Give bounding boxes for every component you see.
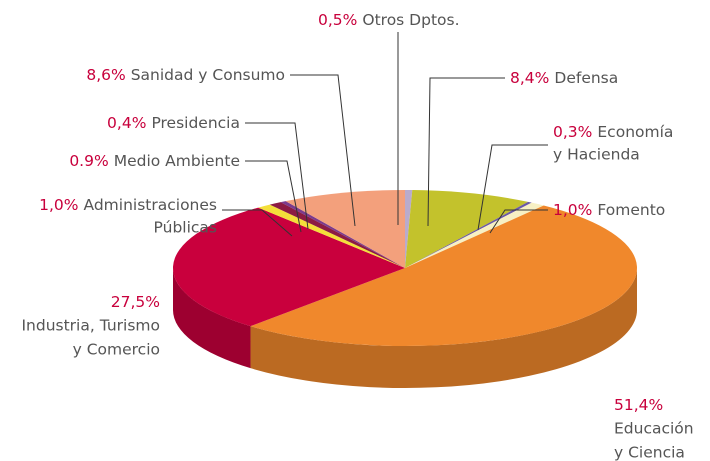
category-label: Administraciones: [84, 196, 217, 214]
slice: [405, 190, 413, 268]
slice: [405, 202, 544, 268]
category-label: Defensa: [554, 69, 618, 87]
slice-side: [250, 268, 638, 389]
slice-label: 27,5%: [111, 293, 160, 311]
slice-label: 0,3% Economía: [553, 123, 673, 141]
category-label: Sanidad y Consumo: [131, 66, 285, 84]
category-label: Presidencia: [151, 114, 240, 132]
value-label: 0.9%: [69, 152, 108, 170]
leader-line: [477, 144, 548, 231]
value-label: 1,0%: [553, 201, 592, 219]
slice: [280, 201, 405, 268]
slice-label: 0,4% Presidencia: [107, 114, 240, 132]
value-label: 0,4%: [107, 114, 146, 132]
category-label: Fomento: [597, 201, 665, 219]
value-label: 1,0%: [39, 196, 78, 214]
value-label: 27,5%: [111, 293, 160, 311]
value-label: 0,5%: [318, 11, 357, 29]
category-label: Industria, Turismo: [21, 317, 160, 335]
value-label: 51,4%: [614, 396, 663, 414]
slice-label: 8,6% Sanidad y Consumo: [86, 66, 285, 84]
slice-label: 0,5% Otros Dptos.: [318, 11, 460, 29]
leader-line: [245, 122, 309, 230]
leader-line: [245, 160, 302, 233]
slice-label: 0.9% Medio Ambiente: [69, 152, 240, 170]
value-label: 8,4%: [510, 69, 549, 87]
slice-side: [173, 268, 251, 369]
category-label: y Hacienda: [553, 146, 640, 164]
slice: [285, 190, 405, 268]
slice: [269, 202, 405, 268]
slice: [172, 207, 405, 327]
leader-line: [290, 74, 356, 227]
slice-label: 51,4%: [614, 396, 663, 414]
value-label: 0,3%: [553, 123, 592, 141]
category-label: Economía: [597, 123, 673, 141]
slice: [258, 204, 405, 268]
category-label: Educación: [614, 420, 694, 438]
category-label: Otros Dptos.: [362, 11, 459, 29]
category-label: Públicas: [154, 219, 217, 237]
slice: [250, 205, 638, 347]
slice-label: 1,0% Fomento: [553, 201, 665, 219]
value-label: 8,6%: [86, 66, 125, 84]
slice: [405, 190, 529, 268]
slice-label: 1,0% Administraciones: [39, 196, 217, 214]
leader-line: [489, 209, 548, 234]
slice-label: 8,4% Defensa: [510, 69, 618, 87]
category-label: y Comercio: [73, 341, 160, 359]
category-label: Medio Ambiente: [114, 152, 240, 170]
leader-line: [222, 209, 293, 237]
category-label: y Ciencia: [614, 444, 685, 461]
leader-line: [427, 77, 505, 227]
